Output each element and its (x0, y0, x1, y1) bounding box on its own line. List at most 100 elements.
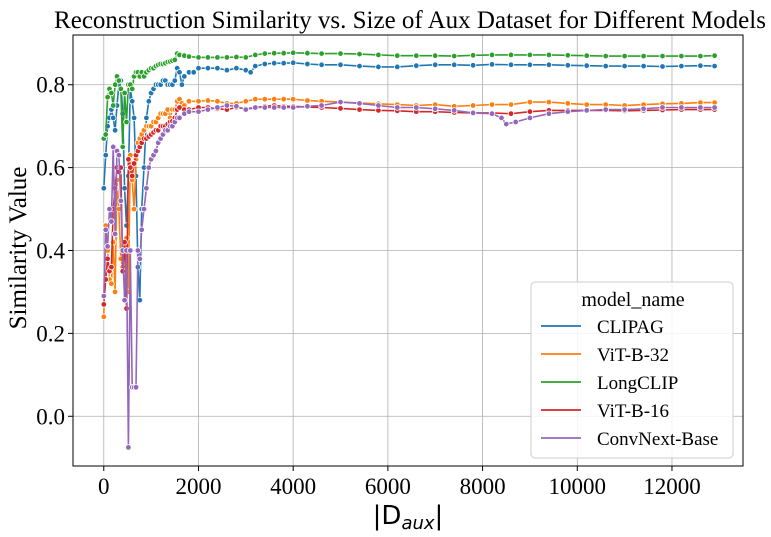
x-tick-label: 4000 (270, 474, 316, 499)
data-point (252, 51, 259, 59)
data-point (394, 104, 401, 111)
data-point (512, 118, 519, 126)
data-point (145, 98, 152, 105)
data-point (621, 62, 628, 70)
data-point (252, 62, 259, 70)
data-point (356, 50, 363, 58)
data-point (304, 103, 311, 110)
series-clipag (100, 59, 718, 304)
data-point (290, 59, 297, 66)
x-tick-label: 0 (98, 474, 110, 499)
data-point (111, 288, 119, 296)
data-point (214, 64, 221, 72)
data-point (271, 95, 278, 103)
data-point (125, 156, 132, 163)
data-point (195, 64, 202, 72)
data-point (337, 98, 344, 106)
data-point (271, 50, 278, 57)
data-point (204, 64, 212, 72)
data-point (280, 60, 287, 67)
legend-box (530, 281, 734, 459)
data-point (145, 164, 152, 171)
data-point (214, 98, 221, 105)
x-axis-label-end: | (435, 501, 444, 531)
data-point (621, 52, 628, 60)
data-point (132, 384, 140, 391)
x-tick-label: 8000 (460, 474, 506, 499)
data-point (545, 61, 553, 69)
data-point (451, 52, 458, 60)
data-point (304, 97, 311, 104)
data-point (121, 89, 128, 97)
legend-title: model_name (581, 289, 684, 311)
data-point (526, 108, 534, 115)
data-point (697, 62, 704, 69)
data-point (261, 60, 268, 68)
data-point (280, 95, 287, 103)
data-point (261, 104, 268, 111)
data-point (711, 52, 718, 59)
data-point (127, 247, 134, 254)
data-point (117, 197, 124, 204)
data-point (290, 95, 297, 103)
data-point (204, 54, 212, 61)
data-point (261, 95, 268, 103)
legend-label: ConvNext-Base (597, 429, 718, 450)
data-point (223, 54, 231, 61)
data-point (356, 62, 363, 70)
data-point (100, 185, 107, 192)
data-point (117, 85, 124, 93)
data-point (356, 100, 363, 107)
data-point (583, 101, 590, 108)
data-point (109, 114, 117, 122)
data-point (564, 62, 571, 69)
chart-title: Reconstruction Similarity vs. Size of Au… (54, 7, 766, 34)
data-point (143, 114, 150, 122)
ticks: 0 2000 4000 6000 8000 10000 12000 0.0 0.2 0.4 0.6 0… (36, 73, 700, 499)
data-point (469, 109, 477, 117)
y-axis-label: Similarity Value (5, 167, 32, 330)
data-point (121, 297, 128, 304)
data-point (337, 50, 344, 57)
data-point (290, 104, 297, 111)
data-point (111, 230, 119, 238)
data-point (123, 222, 130, 229)
data-point (176, 69, 183, 76)
data-point (204, 106, 212, 113)
data-point (242, 106, 249, 113)
data-point (171, 56, 178, 64)
data-point (545, 110, 553, 117)
data-point (413, 104, 420, 111)
data-point (130, 114, 138, 122)
data-point (545, 98, 553, 106)
data-point (214, 104, 221, 111)
legend-item: LongCLIP (541, 373, 678, 394)
data-point (432, 61, 439, 69)
data-point (711, 62, 718, 70)
data-point (252, 95, 259, 103)
data-point (697, 104, 704, 111)
data-point (280, 50, 287, 57)
data-point (503, 120, 510, 128)
data-point (413, 62, 420, 69)
data-point (111, 127, 119, 134)
data-point (432, 52, 439, 59)
data-point (261, 50, 268, 57)
data-point (195, 108, 202, 115)
data-point (356, 106, 363, 113)
data-point (111, 185, 119, 192)
series-convnext-base (100, 98, 718, 451)
data-point (176, 114, 183, 122)
data-point (469, 52, 477, 59)
data-point (711, 104, 718, 111)
data-point (130, 160, 138, 167)
data-point (233, 103, 240, 110)
data-point (507, 101, 515, 108)
data-point (621, 106, 628, 113)
data-point (152, 147, 160, 155)
data-point (214, 54, 221, 61)
data-point (100, 313, 107, 320)
data-point (678, 52, 685, 60)
data-point (271, 104, 278, 111)
